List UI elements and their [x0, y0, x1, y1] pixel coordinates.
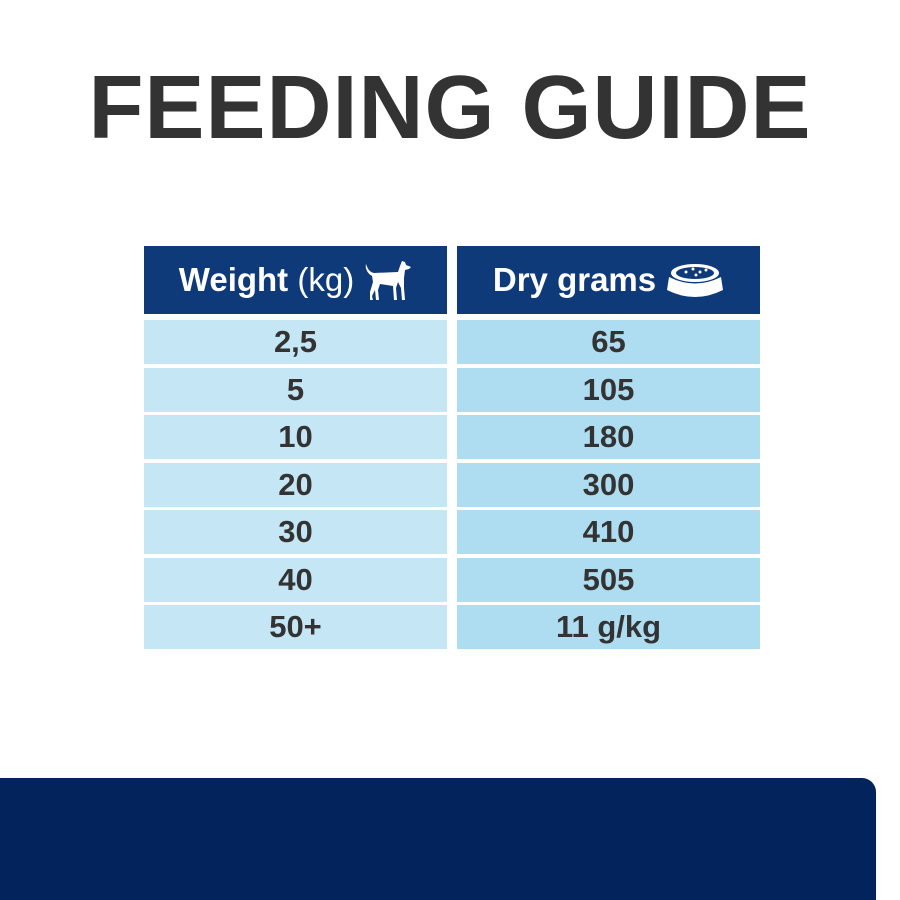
weight-cell: 20: [144, 462, 447, 507]
dog-icon: [365, 261, 412, 300]
weight-header-label: Weight: [178, 261, 289, 298]
grams-header-label: Dry grams: [492, 261, 657, 298]
grams-cell: 410: [457, 510, 760, 554]
weight-cell: 30: [144, 510, 447, 554]
weight-cell: 2,5: [144, 320, 447, 364]
weight-cell: 40: [144, 557, 447, 602]
weight-cell: 5: [144, 367, 447, 412]
grams-column: Dry grams 65 105 180 300 410 505 11 g/kg: [457, 246, 760, 653]
grams-cell: 300: [457, 462, 760, 507]
bottom-banner: [0, 778, 876, 900]
food-bowl-icon: [667, 264, 724, 297]
grams-cell: 505: [457, 557, 760, 602]
weight-column: Weight (kg) 2,5 5 10 20 30 40 50+: [144, 246, 447, 653]
grams-header: Dry grams: [457, 246, 760, 314]
weight-header: Weight (kg): [144, 246, 447, 314]
weight-header-unit: (kg): [297, 261, 355, 298]
page-title: FEEDING GUIDE: [88, 58, 812, 158]
grams-cell: 105: [457, 367, 760, 412]
grams-cell: 11 g/kg: [457, 605, 760, 649]
grams-cell: 65: [457, 320, 760, 364]
weight-cell: 50+: [144, 605, 447, 649]
grams-cell: 180: [457, 415, 760, 459]
weight-cell: 10: [144, 415, 447, 459]
